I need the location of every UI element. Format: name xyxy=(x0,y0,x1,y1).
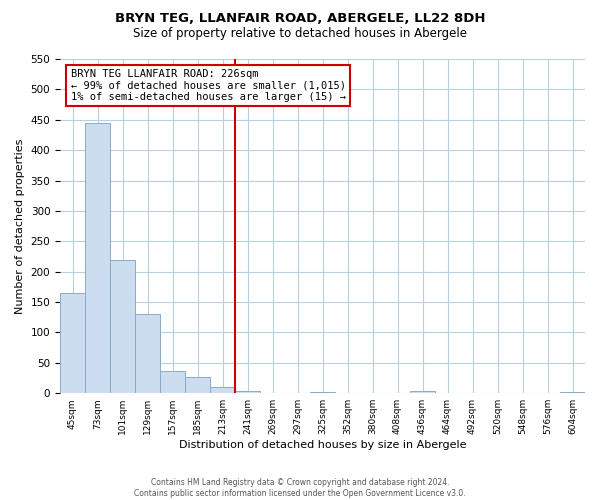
Text: BRYN TEG LLANFAIR ROAD: 226sqm
← 99% of detached houses are smaller (1,015)
1% o: BRYN TEG LLANFAIR ROAD: 226sqm ← 99% of … xyxy=(71,69,346,102)
Bar xyxy=(210,387,235,393)
Bar xyxy=(235,392,260,393)
X-axis label: Distribution of detached houses by size in Abergele: Distribution of detached houses by size … xyxy=(179,440,466,450)
Bar xyxy=(310,392,335,393)
Text: BRYN TEG, LLANFAIR ROAD, ABERGELE, LL22 8DH: BRYN TEG, LLANFAIR ROAD, ABERGELE, LL22 … xyxy=(115,12,485,26)
Bar xyxy=(110,260,135,393)
Bar xyxy=(410,392,435,393)
Text: Contains HM Land Registry data © Crown copyright and database right 2024.
Contai: Contains HM Land Registry data © Crown c… xyxy=(134,478,466,498)
Y-axis label: Number of detached properties: Number of detached properties xyxy=(15,138,25,314)
Bar xyxy=(160,370,185,393)
Bar xyxy=(185,378,210,393)
Text: Size of property relative to detached houses in Abergele: Size of property relative to detached ho… xyxy=(133,28,467,40)
Bar xyxy=(135,314,160,393)
Bar xyxy=(85,123,110,393)
Bar xyxy=(60,293,85,393)
Bar xyxy=(560,392,585,393)
